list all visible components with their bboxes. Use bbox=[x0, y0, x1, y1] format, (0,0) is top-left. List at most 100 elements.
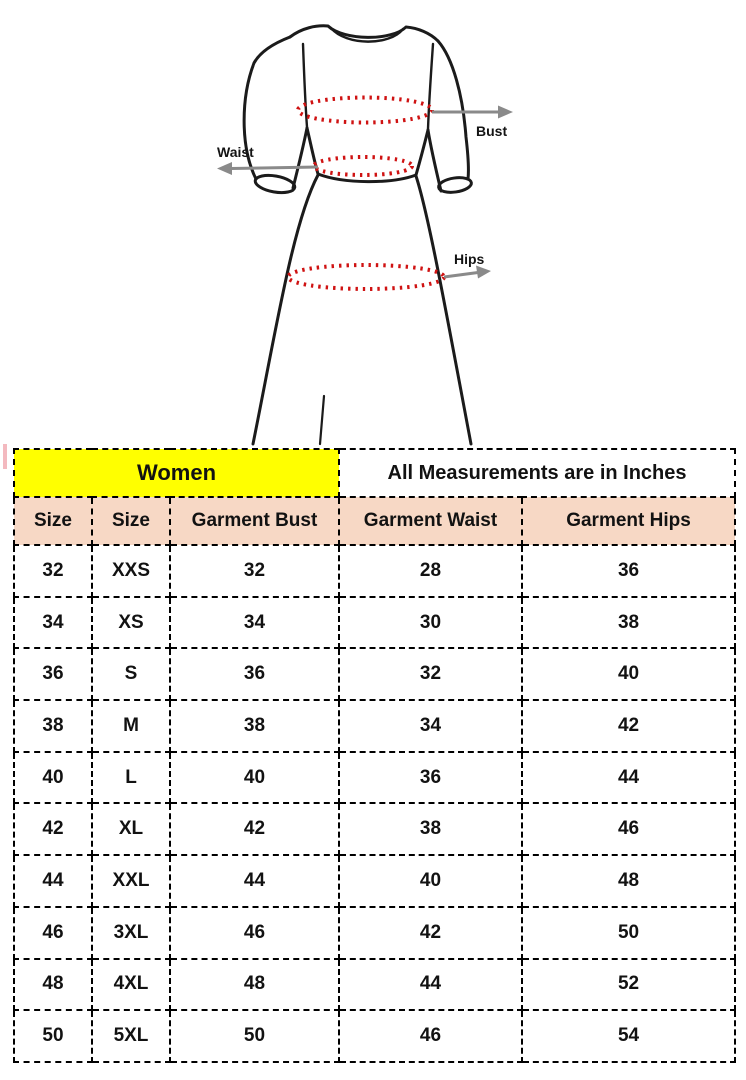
right-armhole-seam bbox=[426, 42, 435, 131]
left-cuff bbox=[253, 173, 297, 195]
col-header-size-letter: Size bbox=[91, 496, 171, 546]
measurement-arrows bbox=[217, 105, 513, 279]
size-cell: 46 bbox=[169, 905, 340, 960]
size-cell: 42 bbox=[13, 802, 93, 857]
size-cell: 40 bbox=[169, 750, 340, 805]
size-cell: 32 bbox=[338, 647, 523, 702]
size-cell: 3XL bbox=[91, 905, 171, 960]
women-group-header: Women bbox=[13, 448, 340, 498]
size-cell: 40 bbox=[338, 854, 523, 908]
size-cell: 44 bbox=[520, 750, 737, 805]
size-cell: 34 bbox=[169, 595, 340, 650]
hips-measure-ellipse bbox=[286, 263, 446, 291]
size-cell: 5XL bbox=[91, 1009, 171, 1063]
size-cell: 36 bbox=[520, 544, 737, 598]
hips-label: Hips bbox=[454, 251, 485, 267]
size-cell: XL bbox=[91, 802, 171, 857]
right-sleeve-inner bbox=[426, 128, 443, 193]
size-cell: 46 bbox=[338, 1009, 523, 1063]
dress-outline bbox=[242, 24, 473, 446]
left-armhole-seam bbox=[301, 42, 309, 129]
size-cell: 50 bbox=[169, 1009, 340, 1063]
bust-arrow-head bbox=[498, 105, 513, 119]
size-row: 38 M 38 34 42 bbox=[13, 699, 737, 753]
size-cell: 42 bbox=[520, 699, 737, 753]
size-cell: 4XL bbox=[91, 957, 171, 1012]
size-cell: 46 bbox=[13, 905, 93, 960]
skirt-left-edge bbox=[251, 173, 320, 446]
size-row: 34 XS 34 30 38 bbox=[13, 595, 737, 650]
col-header-garment-hips: Garment Hips bbox=[520, 496, 737, 546]
skirt-slit-line bbox=[318, 394, 326, 446]
col-header-garment-bust: Garment Bust bbox=[169, 496, 340, 546]
right-bodice-side bbox=[414, 128, 430, 177]
size-cell: 34 bbox=[13, 595, 93, 650]
size-cell: 34 bbox=[338, 699, 523, 753]
size-cell: 54 bbox=[520, 1009, 737, 1063]
size-row: 36 S 36 32 40 bbox=[13, 647, 737, 702]
waist-arrow-head bbox=[217, 162, 232, 175]
neckline-outer bbox=[288, 24, 440, 43]
bust-label: Bust bbox=[476, 123, 507, 139]
size-cell: XXS bbox=[91, 544, 171, 598]
hips-arrow-line bbox=[443, 271, 479, 279]
size-cell: 44 bbox=[169, 854, 340, 908]
size-row: 32 XXS 32 28 36 bbox=[13, 544, 737, 598]
measurements-note-header: All Measurements are in Inches bbox=[337, 448, 737, 498]
size-cell: 48 bbox=[520, 854, 737, 908]
size-row: 40 L 40 36 44 bbox=[13, 750, 737, 805]
size-row: 44 XXL 44 40 48 bbox=[13, 854, 737, 908]
scan-artifact-strip bbox=[3, 444, 7, 469]
size-cell: 42 bbox=[338, 905, 523, 960]
hips-arrow-head bbox=[476, 265, 491, 279]
dress-diagram-svg: Bust Waist Hips bbox=[217, 24, 513, 446]
dress-measurement-figure: Bust Waist Hips bbox=[0, 0, 746, 448]
size-cell: 36 bbox=[169, 647, 340, 702]
size-cell: 38 bbox=[13, 699, 93, 753]
waist-label: Waist bbox=[217, 144, 254, 160]
size-table-body: 32 XXS 32 28 36 34 XS 34 30 38 36 S 36 32 40 38 M 38 34 42 4… bbox=[13, 544, 737, 1063]
size-cell: 44 bbox=[338, 957, 523, 1012]
size-cell: 48 bbox=[169, 957, 340, 1012]
size-cell: L bbox=[91, 750, 171, 805]
size-cell: 38 bbox=[520, 595, 737, 650]
size-cell: XXL bbox=[91, 854, 171, 908]
size-cell: 36 bbox=[13, 647, 93, 702]
size-row: 46 3XL 46 42 50 bbox=[13, 905, 737, 960]
waist-seam bbox=[316, 172, 418, 184]
size-cell: 44 bbox=[13, 854, 93, 908]
size-row: 48 4XL 48 44 52 bbox=[13, 957, 737, 1012]
size-cell: 32 bbox=[169, 544, 340, 598]
size-cell: S bbox=[91, 647, 171, 702]
size-cell: 48 bbox=[13, 957, 93, 1012]
neckline-inner bbox=[329, 26, 405, 43]
right-cuff bbox=[437, 176, 473, 194]
group-header-row: Women All Measurements are in Inches bbox=[13, 448, 737, 498]
size-row: 50 5XL 50 46 54 bbox=[13, 1009, 737, 1063]
size-cell: 46 bbox=[520, 802, 737, 857]
size-cell: 36 bbox=[338, 750, 523, 805]
size-chart-table: Women All Measurements are in Inches Siz… bbox=[13, 448, 737, 1063]
size-cell: 40 bbox=[520, 647, 737, 702]
size-cell: M bbox=[91, 699, 171, 753]
size-cell: 50 bbox=[13, 1009, 93, 1063]
skirt-right-edge bbox=[414, 174, 473, 446]
bust-measure-ellipse bbox=[296, 95, 434, 125]
waist-measure-ellipse bbox=[312, 155, 414, 177]
size-cell: 52 bbox=[520, 957, 737, 1012]
left-sleeve-inner bbox=[291, 126, 309, 190]
column-header-row: Size Size Garment Bust Garment Waist Gar… bbox=[13, 496, 737, 546]
waist-arrow-line bbox=[230, 165, 319, 170]
size-cell: 40 bbox=[13, 750, 93, 805]
col-header-size-numeric: Size bbox=[13, 496, 93, 546]
size-cell: 50 bbox=[520, 905, 737, 960]
size-cell: 38 bbox=[169, 699, 340, 753]
left-sleeve-outer bbox=[242, 35, 292, 181]
size-cell: 38 bbox=[338, 802, 523, 857]
size-cell: 28 bbox=[338, 544, 523, 598]
size-cell: 42 bbox=[169, 802, 340, 857]
right-sleeve-outer bbox=[436, 39, 470, 181]
size-row: 42 XL 42 38 46 bbox=[13, 802, 737, 857]
size-chart-head: Women All Measurements are in Inches Siz… bbox=[13, 448, 737, 546]
